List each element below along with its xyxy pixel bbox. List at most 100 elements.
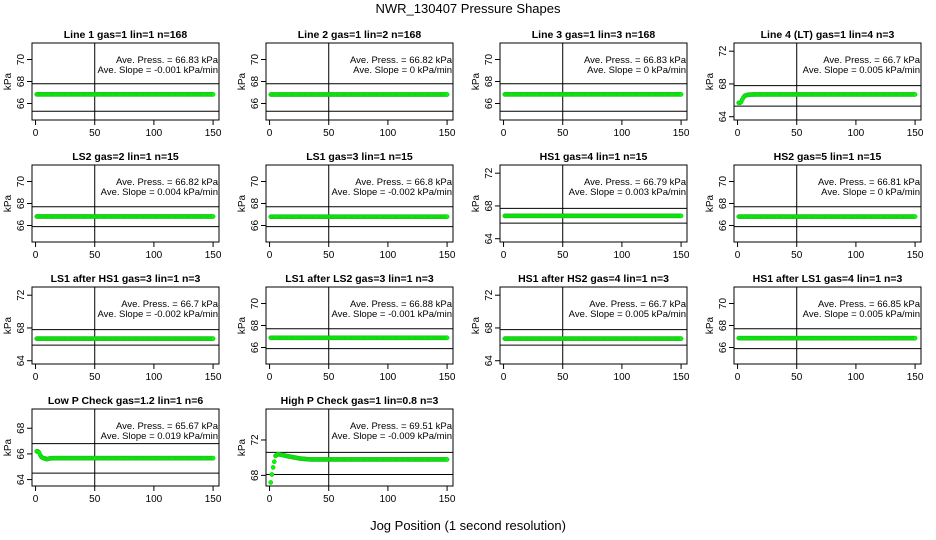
panel-title: Line 2 gas=1 lin=2 n=168 [298, 29, 422, 41]
panel-title: HS1 after LS1 gas=4 lin=1 n=3 [753, 273, 903, 285]
data-point [678, 92, 684, 97]
panel-title: LS1 after HS1 gas=3 lin=1 n=3 [51, 273, 201, 285]
x-tick-label: 150 [907, 128, 924, 139]
panel-10: LS1 after LS2 gas=3 lin=1 n=3 0 50 100 150 66… [237, 273, 456, 383]
data-point [444, 214, 450, 220]
data-point [210, 336, 216, 341]
y-tick-label: 68 [250, 320, 261, 332]
y-axis-label: kPa [705, 316, 716, 334]
y-axis-label: kPa [237, 438, 248, 456]
x-tick-label: 0 [501, 250, 507, 261]
stats-annotation: Ave. Press. = 66.81 kPa [818, 177, 921, 188]
y-tick-label: 64 [16, 355, 27, 367]
y-axis-label: kPa [237, 72, 248, 90]
x-tick-label: 0 [735, 128, 741, 139]
panel-4: Line 4 (LT) gas=1 lin=4 n=3 0 50 100 150 64 68… [705, 29, 924, 139]
x-tick-label: 50 [323, 494, 335, 505]
x-tick-label: 50 [323, 250, 335, 261]
plot-frame [31, 408, 220, 487]
x-tick-label: 150 [205, 494, 222, 505]
stats-annotation: Ave. Slope = 0 kPa/min [587, 65, 686, 76]
y-axis-label: kPa [237, 316, 248, 334]
x-tick-label: 0 [267, 372, 273, 383]
panel-12: HS1 after LS1 gas=4 lin=1 n=3 0 50 100 150 66… [705, 273, 924, 383]
plot-frame [499, 286, 688, 365]
panel-title: LS1 after LS2 gas=3 lin=1 n=3 [285, 273, 434, 285]
data-point [678, 213, 684, 219]
stats-annotation: Ave. Press. = 66.88 kPa [350, 299, 453, 310]
x-tick-label: 150 [907, 372, 924, 383]
y-tick-label: 68 [484, 76, 495, 88]
panel-3: Line 3 gas=1 lin=3 n=168 0 50 100 150 66 68 70k… [471, 29, 690, 139]
y-tick-label: 70 [16, 54, 27, 66]
y-tick-label: 68 [250, 76, 261, 88]
panel-1: Line 1 gas=1 lin=1 n=168 0 50 100 150 66 68 70k… [3, 29, 222, 139]
y-tick-label: 68 [16, 422, 27, 434]
x-tick-label: 0 [267, 494, 273, 505]
x-tick-label: 0 [33, 494, 39, 505]
x-tick-label: 0 [735, 250, 741, 261]
y-tick-label: 64 [16, 474, 27, 486]
y-tick-label: 68 [16, 322, 27, 334]
x-tick-label: 50 [791, 128, 803, 139]
data-point [912, 92, 918, 97]
x-tick-label: 100 [614, 250, 631, 261]
stats-annotation: Ave. Press. = 66.79 kPa [584, 177, 687, 188]
stats-annotation: Ave. Slope = 0.004 kPa/min [101, 187, 218, 198]
x-tick-label: 0 [267, 128, 273, 139]
y-tick-label: 68 [16, 76, 27, 88]
x-tick-label: 50 [89, 494, 101, 505]
stats-annotation: Ave. Press. = 66.83 kPa [584, 55, 687, 66]
figure-title: NWR_130407 Pressure Shapes [375, 1, 561, 16]
panel-2: Line 2 gas=1 lin=2 n=168 0 50 100 150 66 68 70k… [237, 29, 456, 139]
panel-title: Line 1 gas=1 lin=1 n=168 [64, 29, 188, 41]
x-tick-label: 100 [380, 494, 397, 505]
data-point [210, 214, 216, 219]
x-tick-label: 150 [439, 372, 456, 383]
x-tick-label: 150 [439, 128, 456, 139]
panel-title: HS1 gas=4 lin=1 n=15 [540, 151, 648, 163]
y-tick-label: 70 [250, 54, 261, 66]
data-point [271, 459, 277, 465]
x-tick-label: 0 [33, 250, 39, 261]
x-tick-label: 100 [848, 250, 865, 261]
x-tick-label: 50 [323, 128, 335, 139]
y-axis-label: kPa [3, 194, 14, 212]
x-tick-label: 100 [146, 372, 163, 383]
x-tick-label: 150 [439, 250, 456, 261]
data-point [268, 480, 274, 485]
y-tick-label: 68 [16, 198, 27, 210]
y-tick-label: 66 [250, 220, 261, 232]
stats-annotation: Ave. Slope = -0.002 kPa/min [332, 187, 453, 198]
x-tick-label: 0 [735, 372, 741, 383]
stats-annotation: Ave. Press. = 66.7 kPa [823, 55, 920, 66]
y-tick-label: 68 [484, 322, 495, 334]
y-axis-label: kPa [3, 438, 14, 456]
stats-annotation: Ave. Press. = 69.51 kPa [350, 421, 453, 432]
x-tick-label: 0 [267, 250, 273, 261]
x-tick-label: 50 [791, 372, 803, 383]
stats-annotation: Ave. Slope = 0.005 kPa/min [803, 309, 920, 320]
y-tick-label: 72 [718, 45, 729, 57]
y-tick-label: 68 [484, 200, 495, 212]
y-tick-label: 66 [718, 220, 729, 232]
y-tick-label: 68 [718, 78, 729, 90]
x-tick-label: 0 [501, 128, 507, 139]
x-tick-label: 50 [89, 128, 101, 139]
y-tick-label: 66 [250, 342, 261, 354]
x-tick-label: 100 [614, 372, 631, 383]
x-tick-label: 150 [907, 250, 924, 261]
data-point [912, 335, 918, 341]
panel-title: Line 3 gas=1 lin=3 n=168 [532, 29, 656, 41]
panel-title: HS2 gas=5 lin=1 n=15 [774, 151, 882, 163]
y-tick-label: 66 [16, 98, 27, 110]
panel-title: LS1 gas=3 lin=1 n=15 [306, 151, 413, 163]
x-tick-label: 0 [33, 372, 39, 383]
plot-frame [499, 164, 688, 243]
panel-11: HS1 after HS2 gas=4 lin=1 n=3 0 50 100 150 64… [471, 273, 690, 383]
y-tick-label: 72 [250, 434, 261, 446]
panel-9: LS1 after HS1 gas=3 lin=1 n=3 0 50 100 150 64… [3, 273, 222, 383]
y-tick-label: 66 [16, 448, 27, 460]
